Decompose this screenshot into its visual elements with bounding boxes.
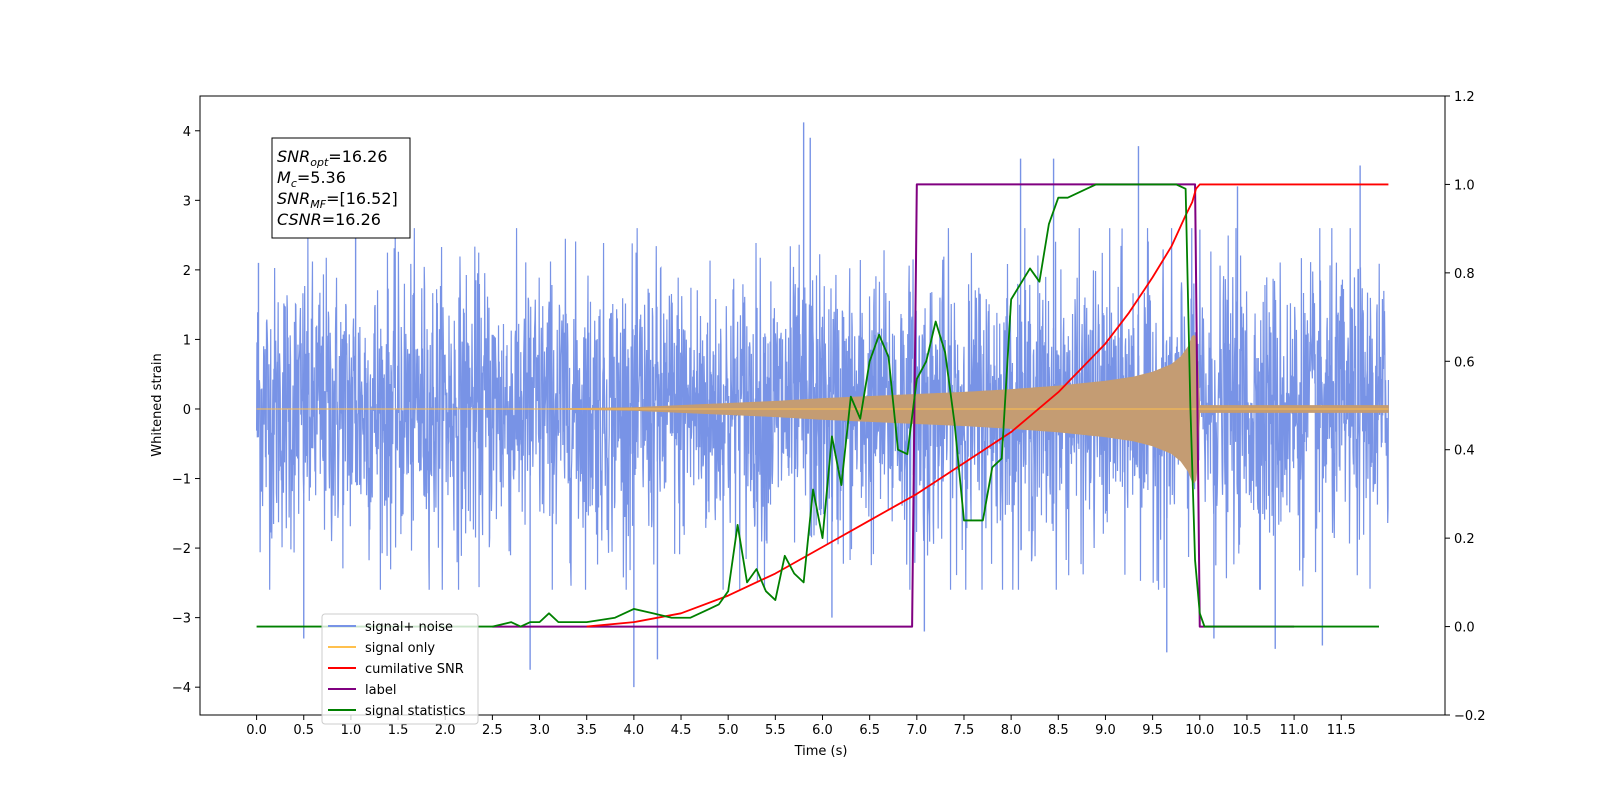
y-left-tick-label: −4 — [172, 681, 191, 696]
y-right-tick-label: 1.2 — [1454, 90, 1475, 105]
y-left-tick-label: 1 — [183, 333, 191, 348]
x-tick-label: 3.5 — [576, 723, 597, 738]
annotation-line: SNRopt=16.26 — [277, 147, 388, 169]
series-signal-noise-line — [255, 228, 1390, 590]
x-tick-label: 10.0 — [1185, 723, 1214, 738]
x-tick-label: 0.0 — [246, 723, 267, 738]
x-tick-label: 2.0 — [435, 723, 456, 738]
x-tick-label: 7.0 — [906, 723, 927, 738]
x-tick-label: 6.0 — [812, 723, 833, 738]
y-right-tick-label: −0.2 — [1454, 709, 1486, 724]
legend-entry-label: signal only — [365, 641, 435, 656]
legend-entry-label: signal+ noise — [365, 620, 453, 635]
series-signal-statistics-line — [256, 183, 1379, 628]
series-cumilative-snr-line — [586, 183, 1389, 628]
y-right-tick-label: 0.8 — [1454, 267, 1475, 282]
x-tick-label: 5.0 — [718, 723, 739, 738]
y-left-tick-label: 0 — [183, 403, 191, 418]
annotation-line: CSNR=16.26 — [277, 210, 381, 229]
y-right-tick-label: 1.0 — [1454, 178, 1475, 193]
annotation-line: SNRMF=[16.52] — [277, 189, 398, 211]
x-tick-label: 4.0 — [624, 723, 645, 738]
x-tick-label: 2.5 — [482, 723, 503, 738]
legend-box — [321, 613, 479, 725]
y-left-tick-label: 4 — [183, 125, 191, 140]
x-tick-label: 1.0 — [341, 723, 362, 738]
x-tick-label: 10.5 — [1232, 723, 1261, 738]
y-left-tick-label: 2 — [183, 264, 191, 279]
legend-entry-label: cumilative SNR — [365, 662, 464, 677]
y-right-tick-label: 0.4 — [1454, 444, 1475, 459]
y-left-tick-label: −2 — [172, 542, 191, 557]
x-axis-title: Time (s) — [794, 744, 848, 759]
y-axis-title: Whitened strain — [150, 353, 165, 456]
y-left-tick-label: 3 — [183, 194, 191, 209]
x-tick-label: 3.0 — [529, 723, 550, 738]
x-tick-label: 11.5 — [1327, 723, 1356, 738]
x-tick-label: 8.0 — [1001, 723, 1022, 738]
annotation-line: Mc=5.36 — [277, 168, 346, 190]
x-tick-label: 8.5 — [1048, 723, 1069, 738]
x-tick-label: 9.5 — [1142, 723, 1163, 738]
x-tick-label: 1.5 — [388, 723, 409, 738]
y-right-tick-label: 0.0 — [1454, 621, 1475, 636]
y-right-tick-label: 0.2 — [1454, 532, 1475, 547]
x-tick-label: 11.0 — [1280, 723, 1309, 738]
y-right-tick-label: 0.6 — [1454, 355, 1475, 370]
x-tick-label: 5.5 — [765, 723, 786, 738]
legend-entry-label: signal statistics — [365, 704, 466, 719]
y-left-tick-label: −3 — [172, 612, 191, 627]
x-tick-label: 0.5 — [293, 723, 314, 738]
x-tick-label: 7.5 — [954, 723, 975, 738]
y-left-tick-label: −1 — [172, 473, 191, 488]
x-tick-label: 4.5 — [671, 723, 692, 738]
annotation-box — [271, 137, 411, 239]
legend-entry-label: label — [365, 683, 396, 698]
x-tick-label: 6.5 — [859, 723, 880, 738]
x-tick-label: 9.0 — [1095, 723, 1116, 738]
